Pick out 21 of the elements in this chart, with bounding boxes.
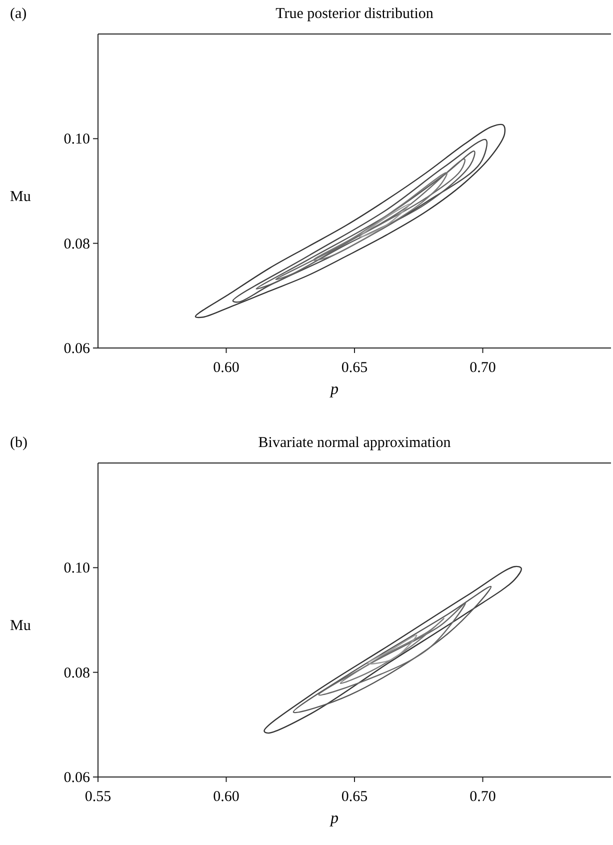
- x-tick-label: 0.65: [341, 360, 368, 376]
- x-tick-label: 0.55: [84, 789, 112, 805]
- x-tick-label: 0.70: [470, 789, 496, 805]
- y-axis-title: Mu: [10, 189, 32, 205]
- x-tick-label: 0.60: [213, 360, 240, 376]
- y-tick-label: 0.10: [64, 132, 90, 148]
- text: (a): [10, 6, 27, 22]
- x-tick-label: 0.70: [470, 360, 496, 376]
- x-axis-title: p: [330, 810, 338, 827]
- y-axis-title: Mu: [10, 618, 32, 634]
- y-tick-label: 0.10: [64, 560, 90, 577]
- y-tick-label: 0.06: [64, 770, 90, 786]
- y-tick-label: 0.08: [64, 665, 90, 682]
- x-axis-title: p: [330, 381, 338, 398]
- y-tick-label: 0.08: [64, 236, 90, 252]
- y-tick-label: 0.06: [64, 341, 90, 357]
- x-tick-label: 0.65: [341, 789, 368, 805]
- chart-title: Bivariate normal approximation: [258, 435, 452, 451]
- text: (b): [10, 435, 28, 451]
- chart-title: True posterior distribution: [276, 6, 434, 22]
- x-tick-label: 0.60: [213, 789, 240, 805]
